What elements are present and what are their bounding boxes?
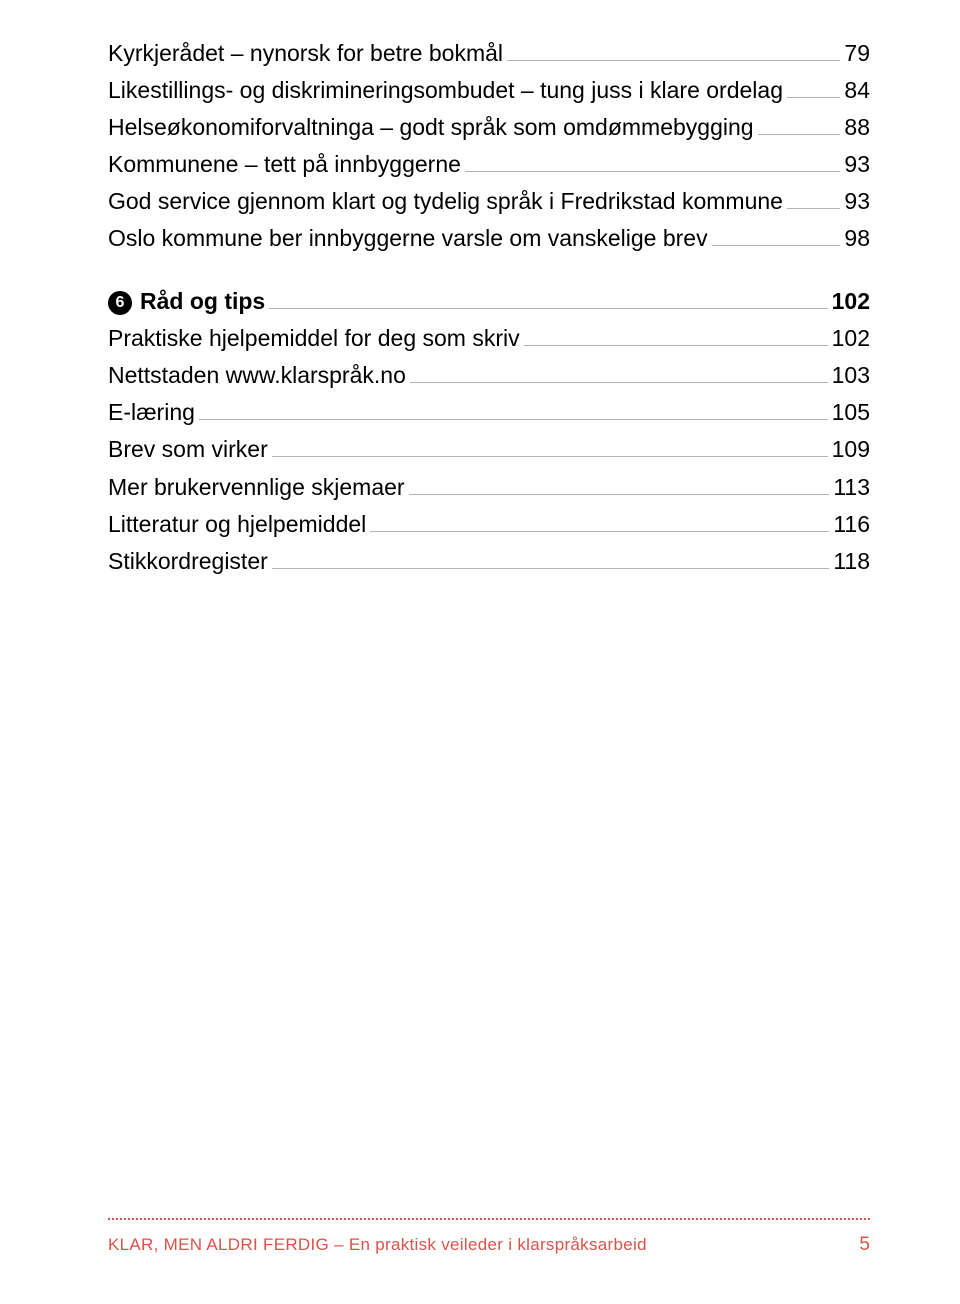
toc-leader: [787, 208, 840, 209]
footer-subtitle: – En praktisk veileder i klarspråksarbei…: [329, 1235, 647, 1254]
toc-page: 98: [844, 225, 870, 252]
toc-leader: [712, 245, 841, 246]
toc-entry: E-læring 105: [108, 397, 870, 428]
toc-page: 103: [832, 362, 870, 389]
toc-entry: Kyrkjerådet – nynorsk for betre bokmål 7…: [108, 38, 870, 69]
toc-label: Litteratur og hjelpemiddel: [108, 509, 366, 540]
toc-label: Nettstaden www.klarspråk.no: [108, 360, 406, 391]
toc-page: 93: [844, 151, 870, 178]
toc-label: Praktiske hjelpemiddel for deg som skriv: [108, 323, 520, 354]
section-number-icon: 6: [108, 291, 132, 315]
toc-label: E-læring: [108, 397, 195, 428]
toc-leader: [272, 456, 828, 457]
toc-leader: [272, 568, 830, 569]
toc-entry: Praktiske hjelpemiddel for deg som skriv…: [108, 323, 870, 354]
page-footer: KLAR, MEN ALDRI FERDIG – En praktisk vei…: [108, 1218, 870, 1256]
toc-leader: [409, 494, 830, 495]
toc-leader: [410, 382, 828, 383]
footer-page-number: 5: [859, 1234, 870, 1256]
toc-entry: Litteratur og hjelpemiddel 116: [108, 509, 870, 540]
toc-page: 113: [833, 474, 870, 501]
toc-label: Brev som virker: [108, 434, 268, 465]
footer-row: KLAR, MEN ALDRI FERDIG – En praktisk vei…: [108, 1234, 870, 1256]
toc-page: 109: [832, 436, 870, 463]
toc-page: 102: [832, 325, 870, 352]
toc-leader: [787, 97, 840, 98]
toc-page: 88: [844, 114, 870, 141]
toc-leader: [370, 531, 829, 532]
toc-leader: [507, 60, 840, 61]
toc-entry: Helseøkonomiforvaltninga – godt språk so…: [108, 112, 870, 143]
toc-entry: Nettstaden www.klarspråk.no 103: [108, 360, 870, 391]
toc-label: Kyrkjerådet – nynorsk for betre bokmål: [108, 38, 503, 69]
toc-page: 116: [833, 511, 870, 538]
toc-page: 118: [833, 548, 870, 575]
toc-leader: [269, 308, 827, 309]
toc-label: Stikkordregister: [108, 546, 268, 577]
toc-leader: [524, 345, 828, 346]
toc-page: 93: [844, 188, 870, 215]
toc-page: 84: [844, 77, 870, 104]
toc-page: 79: [844, 40, 870, 67]
footer-dotted-rule: [108, 1218, 870, 1220]
toc-label: Kommunene – tett på innbyggerne: [108, 149, 461, 180]
toc-entry: Likestillings- og diskrimineringsombudet…: [108, 75, 870, 106]
toc-label: God service gjennom klart og tydelig spr…: [108, 186, 783, 217]
toc-entry: Stikkordregister 118: [108, 546, 870, 577]
footer-title: KLAR, MEN ALDRI FERDIG – En praktisk vei…: [108, 1235, 647, 1255]
toc-leader: [199, 419, 828, 420]
toc-page: 102: [832, 288, 870, 315]
toc-entry: Brev som virker 109: [108, 434, 870, 465]
toc-entry: Mer brukervennlige skjemaer 113: [108, 472, 870, 503]
toc-entry: Kommunene – tett på innbyggerne 93: [108, 149, 870, 180]
toc-label: Mer brukervennlige skjemaer: [108, 472, 405, 503]
toc-leader: [465, 171, 841, 172]
toc-leader: [758, 134, 841, 135]
toc-section-title: 6 Råd og tips: [108, 286, 265, 317]
toc-label: Helseøkonomiforvaltninga – godt språk so…: [108, 112, 754, 143]
toc-entry: Oslo kommune ber innbyggerne varsle om v…: [108, 223, 870, 254]
toc-label: Likestillings- og diskrimineringsombudet…: [108, 75, 783, 106]
toc-section-header: 6 Råd og tips 102: [108, 286, 870, 317]
toc-entry: God service gjennom klart og tydelig spr…: [108, 186, 870, 217]
page-content: Kyrkjerådet – nynorsk for betre bokmål 7…: [0, 0, 960, 577]
toc-label: Oslo kommune ber innbyggerne varsle om v…: [108, 223, 708, 254]
footer-title-strong: KLAR, MEN ALDRI FERDIG: [108, 1235, 329, 1254]
toc-section-title-text: Råd og tips: [140, 288, 265, 314]
toc-page: 105: [832, 399, 870, 426]
